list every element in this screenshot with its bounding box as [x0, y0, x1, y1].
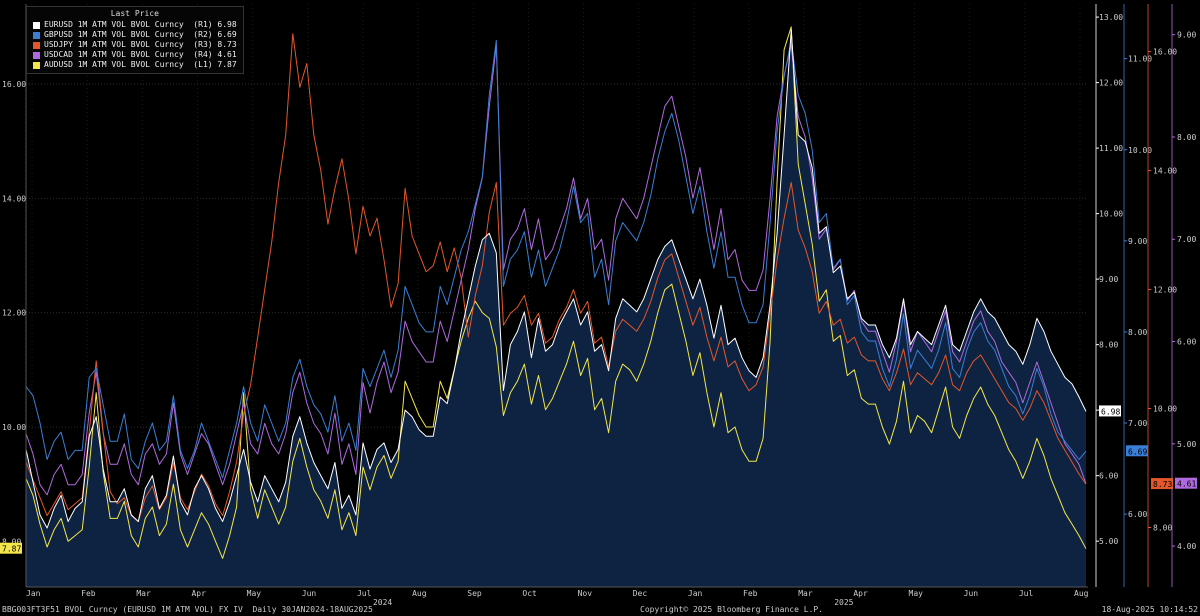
- usdcad-series-line: [25, 44, 1087, 496]
- left-tick-label-1: 10.00: [2, 423, 26, 432]
- legend-item-usdjpy: USDJPY 1M ATM VOL BVOL Curncy (R3) 8.73: [33, 40, 237, 50]
- x-month-label-11: Dec: [633, 589, 648, 598]
- legend-title: Last Price: [110, 9, 159, 18]
- r3-tick-label-1: 10.00: [1153, 405, 1177, 414]
- x-year-label-1: 2025: [834, 598, 853, 607]
- gbpusd-last-value-bg: [1126, 445, 1148, 457]
- x-month-label-3: Apr: [191, 589, 206, 598]
- x-month-label-19: Aug: [1074, 589, 1089, 598]
- usdjpy-series-line: [25, 33, 1087, 523]
- legend-swatch-usdjpy: [33, 41, 40, 49]
- r2-tick-label-5: 11.00: [1128, 55, 1152, 64]
- legend-label-gbpusd: GBPUSD 1M ATM VOL BVOL Curncy (R2) 6.69: [44, 30, 237, 39]
- r1-tick-label-4: 9.00: [1099, 275, 1118, 284]
- x-month-label-2: Mar: [136, 589, 151, 598]
- x-month-label-7: Aug: [412, 589, 427, 598]
- legend-swatch-gbpusd: [33, 31, 40, 39]
- eurusd-area-fill: [26, 30, 1086, 587]
- legend-item-eurusd: EURUSD 1M ATM VOL BVOL Curncy (R1) 6.98: [33, 20, 237, 30]
- usdjpy-last-value-bg: [1151, 478, 1173, 490]
- x-month-label-0: Jan: [26, 589, 41, 598]
- gbpusd-series-line: [25, 39, 1087, 479]
- usdcad-last-value-tag: 4.61: [1175, 477, 1197, 489]
- legend-swatch-audusd: [33, 61, 40, 69]
- audusd-series-line: [25, 26, 1087, 559]
- legend-swatch-usdcad: [33, 51, 40, 59]
- legend-swatch-eurusd: [33, 21, 40, 29]
- r4-tick-label-5: 9.00: [1177, 31, 1196, 40]
- r2-tick-label-4: 10.00: [1128, 146, 1152, 155]
- x-year-label-0: 2024: [373, 598, 392, 607]
- r3-tick-label-2: 12.00: [1153, 286, 1177, 295]
- r4-tick-label-3: 7.00: [1177, 235, 1196, 244]
- x-month-label-13: Feb: [743, 589, 758, 598]
- audusd-last-value-tag: 7.87: [0, 542, 22, 554]
- x-month-label-16: May: [909, 589, 924, 598]
- eurusd-series-line: [25, 29, 1087, 529]
- x-month-label-9: Oct: [522, 589, 537, 598]
- usdjpy-last-value-text: 8.73: [1153, 480, 1172, 489]
- legend-label-audusd: AUDUSD 1M ATM VOL BVOL Curncy (L1) 7.87: [44, 60, 237, 69]
- r3-tick-label-4: 16.00: [1153, 48, 1177, 57]
- gbpusd-last-value-text: 6.69: [1128, 447, 1147, 456]
- left-tick-label-2: 12.00: [2, 309, 26, 318]
- r1-tick-label-0: 5.00: [1099, 537, 1118, 546]
- x-month-label-5: Jun: [302, 589, 317, 598]
- footer-security-info: BBG003FT3F51 BVOL Curncy (EURUSD 1M ATM …: [2, 605, 373, 614]
- usdcad-last-value-bg: [1175, 477, 1197, 489]
- audusd-last-value-text: 7.87: [2, 545, 21, 554]
- x-month-label-10: Nov: [578, 589, 593, 598]
- legend-label-usdcad: USDCAD 1M ATM VOL BVOL Curncy (R4) 4.61: [44, 50, 237, 59]
- legend-item-audusd: AUDUSD 1M ATM VOL BVOL Curncy (L1) 7.87: [33, 60, 237, 70]
- x-month-label-4: May: [247, 589, 262, 598]
- footer-timestamp: 18-Aug-2025 10:14:52: [1101, 605, 1198, 614]
- r1-tick-label-7: 12.00: [1099, 79, 1123, 88]
- r1-tick-label-5: 10.00: [1099, 210, 1123, 219]
- left-tick-label-3: 14.00: [2, 194, 26, 203]
- r4-tick-label-1: 5.00: [1177, 440, 1196, 449]
- legend-item-usdcad: USDCAD 1M ATM VOL BVOL Curncy (R4) 4.61: [33, 50, 237, 60]
- eurusd-last-value-tag: 6.98: [1099, 405, 1121, 417]
- x-month-label-8: Sep: [467, 589, 482, 598]
- legend-label-usdjpy: USDJPY 1M ATM VOL BVOL Curncy (R3) 8.73: [44, 40, 237, 49]
- r3-tick-label-0: 8.00: [1153, 524, 1172, 533]
- r1-tick-label-8: 13.00: [1099, 13, 1123, 22]
- r4-tick-label-4: 8.00: [1177, 133, 1196, 142]
- eurusd-last-value-bg: [1099, 405, 1121, 417]
- gbpusd-last-value-tag: 6.69: [1126, 445, 1148, 457]
- r2-tick-label-3: 9.00: [1128, 237, 1147, 246]
- x-month-label-1: Feb: [81, 589, 96, 598]
- x-month-label-12: Jan: [688, 589, 703, 598]
- footer-copyright: Copyright© 2025 Bloomberg Finance L.P.: [640, 605, 824, 614]
- x-month-label-6: Jul: [357, 589, 372, 598]
- r1-tick-label-3: 8.00: [1099, 341, 1118, 350]
- x-month-label-17: Jun: [964, 589, 979, 598]
- legend-item-gbpusd: GBPUSD 1M ATM VOL BVOL Curncy (R2) 6.69: [33, 30, 237, 40]
- r2-tick-label-0: 6.00: [1128, 510, 1147, 519]
- legend-label-eurusd: EURUSD 1M ATM VOL BVOL Curncy (R1) 6.98: [44, 20, 237, 29]
- usdcad-last-value-text: 4.61: [1177, 480, 1196, 489]
- r1-tick-label-6: 11.00: [1099, 144, 1123, 153]
- x-month-label-18: Jul: [1019, 589, 1034, 598]
- r4-tick-label-2: 6.00: [1177, 338, 1196, 347]
- x-month-label-15: Apr: [853, 589, 868, 598]
- r3-tick-label-3: 14.00: [1153, 167, 1177, 176]
- r2-tick-label-1: 7.00: [1128, 419, 1147, 428]
- eurusd-last-value-text: 6.98: [1101, 407, 1120, 416]
- usdjpy-last-value-tag: 8.73: [1151, 478, 1173, 490]
- r4-tick-label-0: 4.00: [1177, 542, 1196, 551]
- r1-tick-label-1: 6.00: [1099, 472, 1118, 481]
- r2-tick-label-2: 8.00: [1128, 328, 1147, 337]
- chart-legend: Last Price EURUSD 1M ATM VOL BVOL Curncy…: [26, 6, 244, 74]
- left-tick-label-4: 16.00: [2, 80, 26, 89]
- left-tick-label-0: 8.00: [2, 537, 21, 546]
- audusd-last-value-bg: [0, 542, 22, 554]
- x-month-label-14: Mar: [798, 589, 813, 598]
